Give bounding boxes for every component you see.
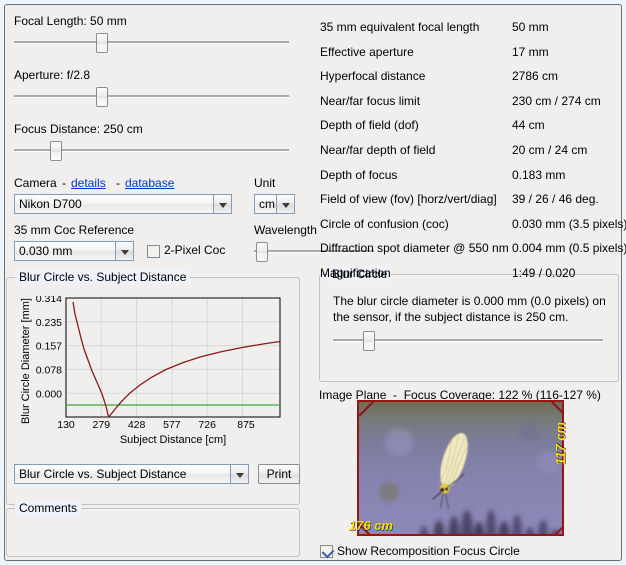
- svg-text:0.157: 0.157: [36, 341, 62, 353]
- svg-text:0.314: 0.314: [36, 296, 62, 305]
- svg-text:0.078: 0.078: [36, 364, 62, 376]
- svg-text:Blur Circle Diameter [mm]: Blur Circle Diameter [mm]: [20, 298, 32, 424]
- svg-text:130: 130: [57, 419, 75, 431]
- svg-text:Subject Distance [cm]: Subject Distance [cm]: [120, 434, 226, 446]
- svg-text:428: 428: [128, 419, 146, 431]
- svg-text:0.235: 0.235: [36, 317, 62, 329]
- svg-text:875: 875: [237, 419, 255, 431]
- svg-text:279: 279: [93, 419, 111, 431]
- svg-text:726: 726: [198, 419, 216, 431]
- svg-text:0.000: 0.000: [36, 389, 62, 401]
- svg-text:577: 577: [163, 419, 181, 431]
